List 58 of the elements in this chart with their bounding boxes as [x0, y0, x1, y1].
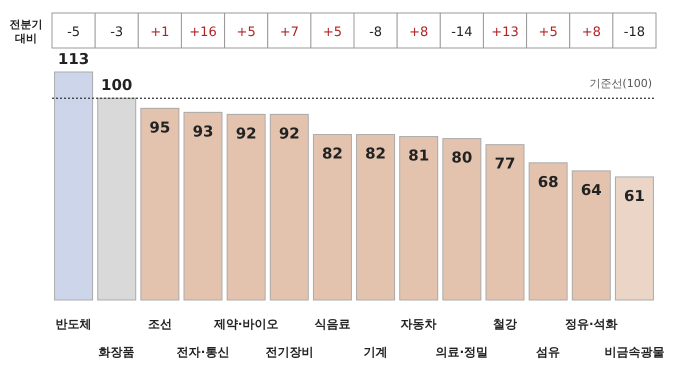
x-tick-label: 전기장비 — [265, 345, 314, 359]
text: +8 — [582, 25, 601, 40]
bar — [140, 108, 180, 300]
bar — [572, 170, 611, 300]
text: 전분기 대비 — [10, 18, 42, 45]
bar — [399, 136, 438, 300]
text: -8 — [369, 25, 382, 40]
data-label: 92 — [278, 124, 300, 142]
text: +8 — [409, 25, 428, 40]
bar — [528, 162, 568, 300]
text: -18 — [624, 25, 646, 40]
bar — [356, 134, 396, 300]
x-tick-label: 제약·바이오 — [212, 317, 278, 331]
x-tick-label: 철강 — [493, 317, 517, 331]
text: -3 — [110, 25, 124, 40]
x-tick-label: 식음료 — [314, 317, 350, 331]
x-tick-label: 의료·정밀 — [436, 345, 488, 359]
data-label: 113 — [58, 50, 90, 68]
data-label: 77 — [494, 154, 516, 173]
x-tick-label: 정유·석화 — [565, 317, 618, 331]
text: +5 — [538, 25, 558, 40]
bar — [54, 72, 94, 300]
x-tick-label: 반도체 — [56, 317, 92, 331]
x-tick-label: 화장품 — [98, 345, 135, 359]
data-label: 68 — [538, 172, 559, 191]
x-tick-label: 전자·통신 — [176, 345, 230, 359]
text: +1 — [150, 25, 170, 40]
text: +7 — [280, 25, 299, 40]
text: +5 — [236, 25, 256, 40]
data-label: 82 — [365, 144, 386, 163]
data-label: 61 — [624, 186, 645, 205]
data-label: 92 — [236, 124, 257, 142]
data-label: 82 — [322, 144, 343, 163]
x-tick-label: 조선 — [148, 317, 172, 331]
data-label: 80 — [451, 148, 472, 167]
ref-line-label: 기준선(100) — [589, 77, 652, 90]
x-tick-label: 비금속광물 — [604, 345, 664, 359]
bar — [486, 144, 524, 300]
text: +16 — [189, 25, 217, 40]
text: +13 — [491, 25, 519, 40]
x-tick-label: 기계 — [364, 345, 388, 359]
data-label: 81 — [408, 146, 430, 165]
text: +5 — [322, 25, 342, 40]
data-label: 64 — [580, 180, 602, 199]
bar — [270, 114, 309, 300]
bar — [442, 138, 482, 300]
data-label: 95 — [149, 118, 170, 136]
bar — [97, 98, 136, 300]
bar — [184, 112, 222, 300]
bar — [614, 176, 654, 300]
text: -14 — [451, 25, 472, 40]
text: -5 — [67, 25, 80, 40]
x-tick-label: 자동차 — [400, 317, 437, 331]
data-label: 93 — [192, 122, 214, 140]
bar — [226, 114, 266, 300]
bar — [312, 134, 352, 300]
data-label: 100 — [101, 76, 132, 94]
x-tick-label: 섬유 — [536, 345, 560, 359]
